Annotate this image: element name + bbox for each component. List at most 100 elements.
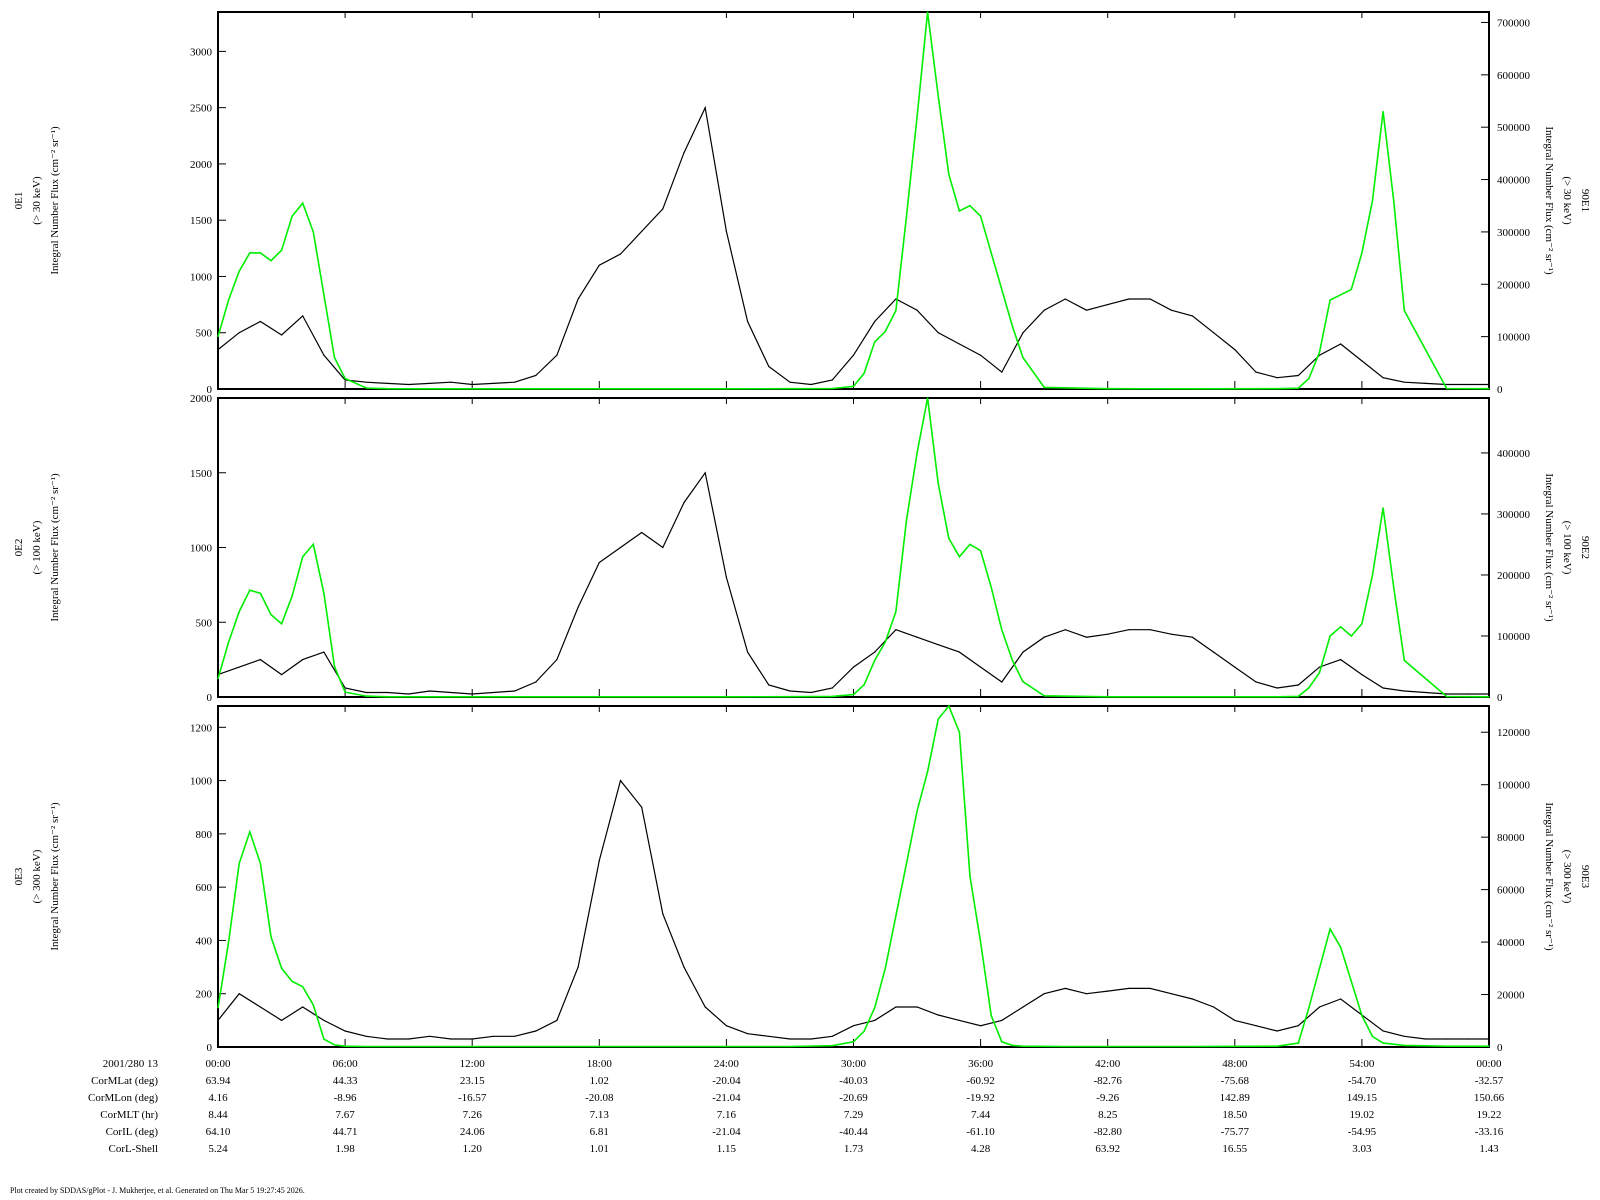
data-point <box>291 215 293 217</box>
data-point <box>1234 349 1236 351</box>
panel-frame <box>217 705 1490 1048</box>
data-point <box>1213 651 1215 653</box>
data-point <box>365 695 367 697</box>
data-point <box>344 1030 346 1032</box>
ephemeris-value: 23.15 <box>460 1075 485 1087</box>
ephemeris-value: -75.77 <box>1221 1126 1250 1138</box>
data-point <box>344 379 346 381</box>
data-point <box>990 586 992 588</box>
data-point <box>916 309 918 311</box>
data-point <box>958 1019 961 1022</box>
right-tick-label: 400000 <box>1497 175 1531 187</box>
data-point <box>958 731 961 733</box>
data-point <box>1064 987 1066 990</box>
data-point <box>344 377 346 380</box>
data-point <box>1128 629 1130 631</box>
data-point <box>1382 377 1384 379</box>
data-point <box>927 397 929 399</box>
data-point <box>323 651 325 653</box>
data-point <box>1350 288 1352 291</box>
x-tick-label: 24:00 <box>714 1058 740 1070</box>
right-tick-label: 200000 <box>1497 570 1531 582</box>
data-point <box>916 116 918 118</box>
data-point <box>1107 388 1109 390</box>
data-point <box>619 546 622 549</box>
data-point <box>852 1025 855 1027</box>
data-point <box>725 1025 728 1027</box>
data-point <box>302 986 304 988</box>
data-point <box>1361 1014 1363 1017</box>
x-tick-label: 06:00 <box>333 1058 359 1070</box>
left-axis-title-line: 0E1 <box>13 192 25 210</box>
data-point <box>302 556 304 558</box>
data-point <box>1446 695 1448 698</box>
data-point <box>1022 651 1024 653</box>
data-point <box>1001 629 1003 631</box>
data-point <box>831 1045 833 1047</box>
data-point <box>874 320 876 323</box>
right-tick-label: 600000 <box>1497 70 1531 82</box>
data-point <box>895 1006 897 1008</box>
data-point <box>1403 381 1405 383</box>
x-tick-label: 00:00 <box>1476 1058 1502 1070</box>
data-point <box>1191 636 1193 638</box>
ephemeris-value: -20.04 <box>712 1075 741 1087</box>
data-point <box>704 472 706 474</box>
data-point <box>238 993 240 995</box>
data-point <box>725 388 728 390</box>
ephemeris-value: 1.02 <box>590 1075 609 1087</box>
data-point <box>408 383 410 386</box>
data-point <box>768 365 770 368</box>
data-point <box>1488 383 1490 386</box>
data-point <box>1064 629 1066 631</box>
data-point <box>598 388 600 390</box>
series-line-right <box>217 704 1489 1048</box>
data-point <box>217 678 219 680</box>
data-point <box>895 298 897 300</box>
data-point <box>789 690 791 692</box>
data-point <box>863 684 865 686</box>
data-point <box>365 381 367 383</box>
left-tick-label: 2500 <box>190 103 213 115</box>
ephemeris-value: 3.03 <box>1352 1143 1372 1155</box>
right-tick-label: 120000 <box>1497 727 1531 739</box>
data-point <box>789 388 791 390</box>
data-point <box>1276 1045 1278 1047</box>
data-point <box>1297 684 1299 686</box>
left-tick-label: 0 <box>207 384 213 396</box>
ephemeris-value: 150.66 <box>1474 1092 1505 1104</box>
data-point <box>884 641 886 643</box>
data-point <box>323 354 325 356</box>
x-tick-label: 36:00 <box>968 1058 994 1070</box>
data-point <box>471 388 473 390</box>
data-point <box>1022 681 1024 683</box>
left-tick-label: 800 <box>196 829 213 841</box>
data-point <box>831 695 833 698</box>
data-point <box>1022 1045 1024 1047</box>
x-origin-label: 2001/280 13 <box>103 1058 159 1070</box>
data-point <box>238 611 240 613</box>
data-point <box>333 357 336 359</box>
data-point <box>1064 298 1066 300</box>
data-point <box>577 298 579 300</box>
data-point <box>217 1019 219 1022</box>
data-point <box>535 374 537 377</box>
data-point <box>323 1019 325 1022</box>
data-point <box>789 1045 791 1048</box>
data-point <box>1001 288 1003 291</box>
ephemeris-value: 1.98 <box>335 1143 355 1155</box>
data-point <box>312 1004 314 1006</box>
left-tick-label: 1500 <box>190 468 213 480</box>
data-point <box>1488 696 1490 698</box>
right-axis-title-line: (> 30 keV) <box>1561 176 1573 225</box>
left-axis-title-line: (> 300 keV) <box>31 849 43 903</box>
ephemeris-value: 8.44 <box>208 1109 228 1121</box>
data-point <box>1329 635 1331 637</box>
data-point <box>492 1035 494 1037</box>
data-point <box>852 385 855 387</box>
data-point <box>916 1006 918 1008</box>
data-point <box>1488 693 1490 695</box>
data-point <box>937 332 939 334</box>
series-line-right <box>217 397 1490 698</box>
